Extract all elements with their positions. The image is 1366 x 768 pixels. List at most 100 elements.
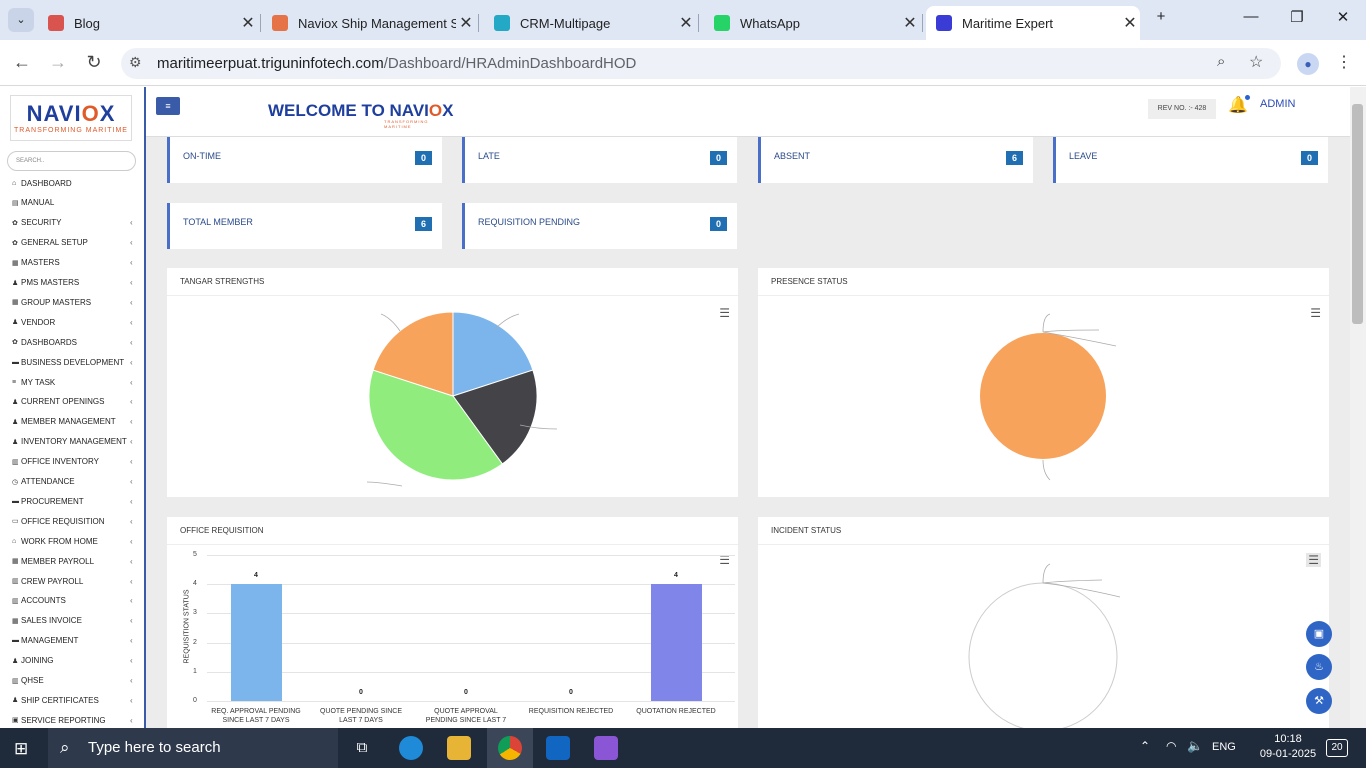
notification-center-icon[interactable]: 20 bbox=[1326, 739, 1348, 757]
sidebar-item[interactable]: ♟ MEMBER MANAGEMENT ‹ bbox=[12, 412, 138, 432]
sidebar-item[interactable]: ▭ OFFICE REQUISITION ‹ bbox=[12, 511, 138, 531]
sidebar-item[interactable]: ▦ GROUP MASTERS ‹ bbox=[12, 292, 138, 312]
browser-tab[interactable]: Maritime Expert ✕ bbox=[926, 6, 1140, 40]
chart-menu-icon[interactable]: ☰ bbox=[1306, 553, 1321, 567]
sidebar-item[interactable]: ♟ CURRENT OPENINGS ‹ bbox=[12, 392, 138, 412]
tab-close-icon[interactable]: ✕ bbox=[241, 15, 255, 32]
visual-studio-icon[interactable] bbox=[594, 736, 618, 760]
sidebar-item[interactable]: ▦ MASTERS ‹ bbox=[12, 253, 138, 273]
zoom-icon[interactable]: ⌕ bbox=[1217, 53, 1226, 70]
stat-card[interactable]: ABSENT 6 bbox=[758, 137, 1033, 183]
sidebar-item[interactable]: ⌂ WORK FROM HOME ‹ bbox=[12, 531, 138, 551]
sidebar-item[interactable]: ▦ SALES INVOICE ‹ bbox=[12, 611, 138, 631]
stat-card-label: ABSENT bbox=[774, 151, 811, 161]
stat-card[interactable]: ON-TIME 0 bbox=[167, 137, 442, 183]
browser-tab[interactable]: Naviox Ship Management Sc ✕ bbox=[262, 6, 476, 40]
restore-button[interactable]: ❐ bbox=[1290, 9, 1304, 26]
menu-toggle-button[interactable]: ≡ bbox=[156, 97, 180, 115]
calendar-fab-icon[interactable]: ▣ bbox=[1306, 621, 1332, 647]
minimize-button[interactable]: — bbox=[1243, 8, 1259, 25]
tangar-strengths-panel: TANGAR STRENGTHS ☰ bbox=[167, 268, 738, 497]
chart-menu-icon[interactable]: ☰ bbox=[719, 306, 730, 320]
reload-icon[interactable]: ↻ bbox=[86, 52, 102, 72]
task-view-icon[interactable]: ⧉ bbox=[356, 739, 368, 756]
stat-card[interactable]: TOTAL MEMBER 6 bbox=[167, 203, 442, 249]
sidebar-item[interactable]: ▬ MANAGEMENT ‹ bbox=[12, 631, 138, 651]
notification-bell-icon[interactable]: 🔔 bbox=[1228, 95, 1250, 114]
language-indicator[interactable]: ENG bbox=[1212, 741, 1236, 753]
tab-close-icon[interactable]: ✕ bbox=[903, 15, 917, 32]
windows-start-icon[interactable]: ⊞ bbox=[14, 739, 29, 758]
sidebar-item[interactable]: ◷ ATTENDANCE ‹ bbox=[12, 472, 138, 492]
site-info-icon[interactable]: ⚙ bbox=[129, 54, 142, 70]
edge-icon[interactable] bbox=[399, 736, 423, 760]
sidebar-item-label: ACCOUNTS bbox=[21, 596, 66, 606]
chart-menu-icon[interactable]: ☰ bbox=[1310, 306, 1321, 320]
briefcase-icon: ▬ bbox=[12, 497, 19, 505]
naviox-logo[interactable]: NAVIOX TRANSFORMING MARITIME bbox=[10, 95, 132, 141]
volume-muted-icon[interactable]: 🔈 bbox=[1187, 738, 1204, 753]
pie-slice[interactable] bbox=[452, 311, 534, 397]
gavel-fab-icon[interactable]: ⚒ bbox=[1306, 688, 1332, 714]
sidebar-item[interactable]: ✿ DASHBOARDS ‹ bbox=[12, 332, 138, 352]
browser-tab[interactable]: CRM-Multipage ✕ bbox=[484, 6, 696, 40]
sidebar-item[interactable]: ▤ MANUAL bbox=[12, 193, 138, 213]
tab-close-icon[interactable]: ✕ bbox=[679, 15, 693, 32]
tab-search-button[interactable]: ⌄ bbox=[8, 8, 34, 32]
sidebar-item[interactable]: ▬ BUSINESS DEVELOPMENT ‹ bbox=[12, 352, 138, 372]
back-icon[interactable]: ← bbox=[13, 52, 31, 72]
file-explorer-icon[interactable] bbox=[447, 736, 471, 760]
sidebar-item[interactable]: ♟ INVENTORY MANAGEMENT ‹ bbox=[12, 432, 138, 452]
taskbar-search-box[interactable]: ⌕ Type here to search bbox=[48, 728, 338, 768]
forward-icon[interactable]: → bbox=[49, 52, 67, 72]
browser-tab[interactable]: WhatsApp ✕ bbox=[704, 6, 920, 40]
sidebar-item[interactable]: ≡ MY TASK ‹ bbox=[12, 372, 138, 392]
sidebar-search-input[interactable]: SEARCH.. bbox=[7, 151, 136, 171]
chart-menu-icon[interactable]: ☰ bbox=[719, 553, 730, 567]
browser-menu-icon[interactable]: ⋮ bbox=[1336, 54, 1352, 71]
sidebar-item[interactable]: ♟ VENDOR ‹ bbox=[12, 312, 138, 332]
bar[interactable] bbox=[231, 584, 282, 701]
sidebar-item[interactable]: ♟ SHIP CERTIFICATES ‹ bbox=[12, 690, 138, 710]
sidebar-item[interactable]: ▥ ACCOUNTS ‹ bbox=[12, 591, 138, 611]
system-clock[interactable]: 10:18 09-01-2025 bbox=[1259, 733, 1317, 760]
stat-card[interactable]: REQUISITION PENDING 0 bbox=[462, 203, 737, 249]
pie-connector bbox=[1042, 331, 1117, 347]
sidebar-item[interactable]: ♟ JOINING ‹ bbox=[12, 651, 138, 671]
bookmark-star-icon[interactable]: ☆ bbox=[1249, 54, 1264, 71]
pie-slice[interactable] bbox=[980, 333, 1106, 459]
chrome-taskbar-item[interactable] bbox=[487, 728, 533, 768]
tab-close-icon[interactable]: ✕ bbox=[1123, 15, 1137, 32]
sidebar-item[interactable]: ▣ SERVICE REPORTING ‹ bbox=[12, 710, 138, 728]
stat-card[interactable]: LATE 0 bbox=[462, 137, 737, 183]
outlook-icon[interactable] bbox=[546, 736, 570, 760]
pie-connector bbox=[1042, 563, 1051, 584]
sidebar-item[interactable]: ▥ QHSE ‹ bbox=[12, 671, 138, 691]
scrollbar-thumb[interactable] bbox=[1352, 104, 1363, 324]
sidebar-item[interactable]: ⌂ DASHBOARD bbox=[12, 173, 138, 193]
sidebar-item[interactable]: ✿ SECURITY ‹ bbox=[12, 213, 138, 233]
browser-tab[interactable]: Blog ✕ bbox=[38, 6, 258, 40]
url-text[interactable]: maritimeerpuat.triguninfotech.com/Dashbo… bbox=[157, 55, 637, 72]
close-window-button[interactable]: ✕ bbox=[1336, 9, 1350, 26]
tab-close-icon[interactable]: ✕ bbox=[459, 15, 473, 32]
pie-slice[interactable] bbox=[372, 311, 454, 397]
pie-slice[interactable] bbox=[368, 369, 504, 481]
sidebar-item[interactable]: ▥ OFFICE INVENTORY ‹ bbox=[12, 452, 138, 472]
url-field[interactable]: ⚙ ⌕ ☆ bbox=[121, 48, 1281, 79]
profile-icon[interactable]: ● bbox=[1297, 53, 1319, 75]
pie-slice[interactable] bbox=[452, 369, 538, 465]
new-tab-button[interactable]: + bbox=[1156, 8, 1166, 25]
sidebar-item[interactable]: ✿ GENERAL SETUP ‹ bbox=[12, 233, 138, 253]
sidebar-item[interactable]: ▦ MEMBER PAYROLL ‹ bbox=[12, 551, 138, 571]
sidebar-item[interactable]: ▬ PROCUREMENT ‹ bbox=[12, 491, 138, 511]
admin-user-menu[interactable]: ADMIN bbox=[1260, 98, 1296, 110]
tray-chevron-icon[interactable]: ⌃ bbox=[1140, 739, 1151, 753]
gridline bbox=[207, 671, 735, 673]
stat-card[interactable]: LEAVE 0 bbox=[1053, 137, 1328, 183]
bar[interactable] bbox=[651, 584, 702, 701]
sidebar-item[interactable]: ♟ PMS MASTERS ‹ bbox=[12, 273, 138, 293]
network-icon[interactable]: ◠ bbox=[1166, 739, 1177, 753]
sidebar-item[interactable]: ▥ CREW PAYROLL ‹ bbox=[12, 571, 138, 591]
cake-fab-icon[interactable]: ♨ bbox=[1306, 654, 1332, 680]
